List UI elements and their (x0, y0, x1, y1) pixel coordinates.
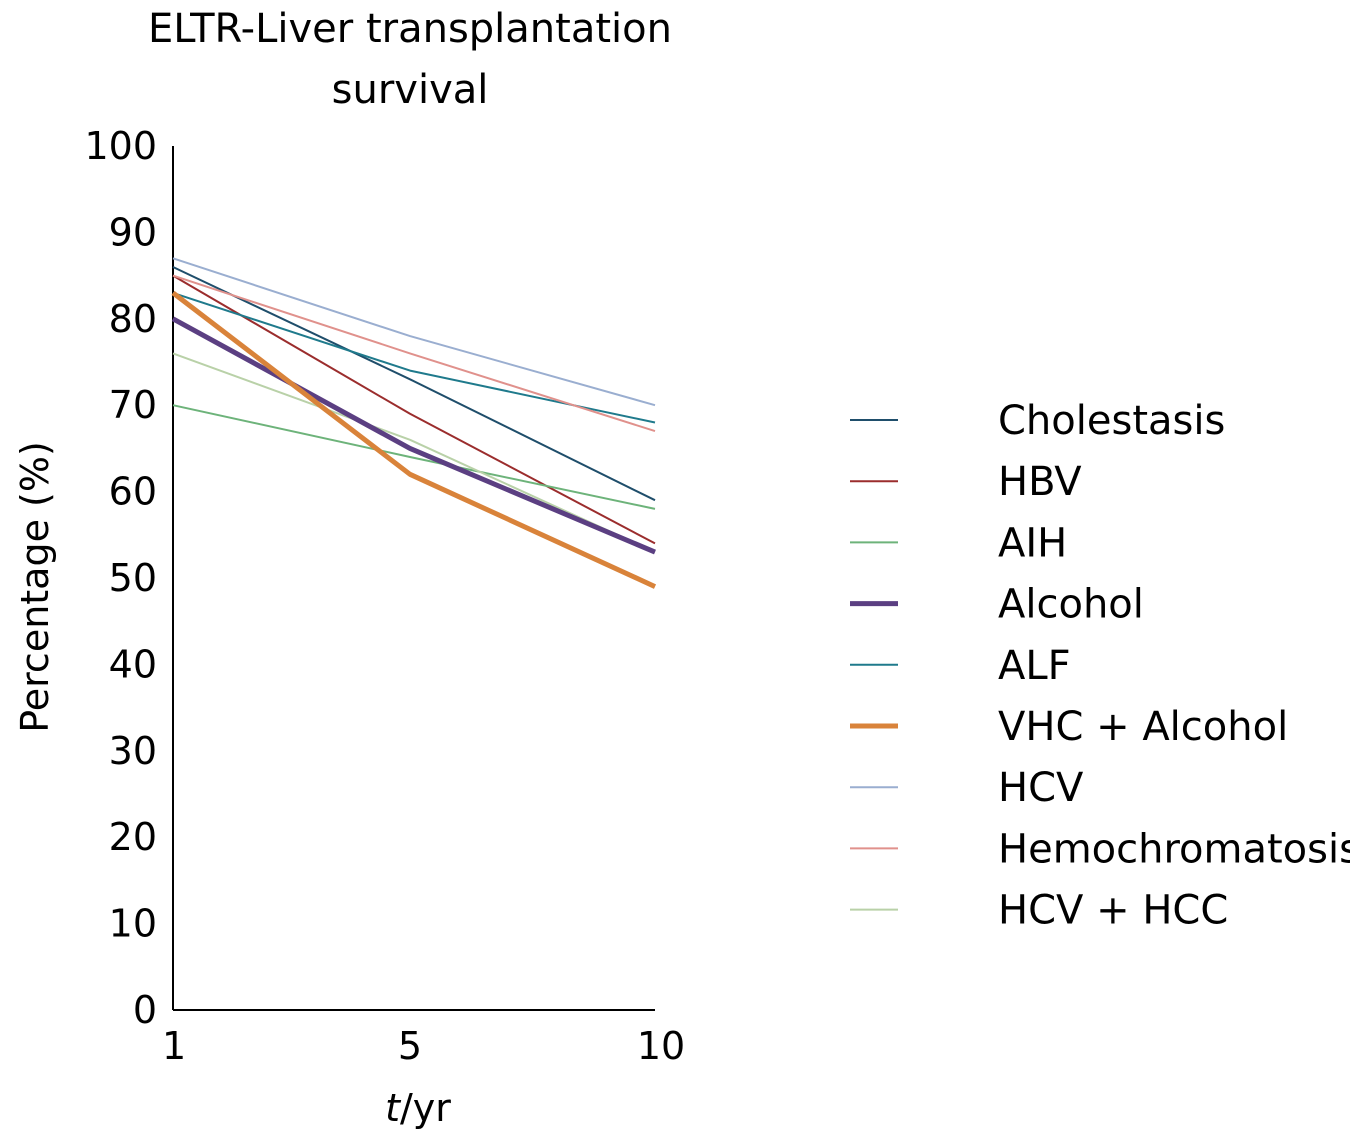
x-tick-labels: 1 5 10 (162, 1024, 685, 1068)
series-line-hemochromatosis (172, 274, 656, 433)
legend-label: Cholestasis (998, 398, 1225, 444)
chart-title-line-2: survival (332, 67, 489, 113)
y-tick-label: 70 (109, 383, 157, 427)
legend-label: VHC + Alcohol (998, 704, 1288, 750)
y-tick-label: 20 (109, 815, 157, 859)
x-tick-label: 1 (162, 1024, 186, 1068)
legend-label: HBV (998, 459, 1082, 505)
y-tick-label: 0 (133, 988, 157, 1032)
series-line-aih (172, 404, 656, 510)
y-tick-labels: 0 10 20 30 40 50 60 70 80 90 100 (84, 124, 157, 1032)
legend: Cholestasis HBV AIH Alcohol ALF VHC + Alcohol… (850, 398, 1350, 934)
legend-label: HCV (998, 765, 1084, 811)
chart-title-line-1: ELTR-Liver transplantation (148, 6, 672, 52)
series-line-hcv-hcc (172, 352, 656, 554)
legend-label: AIH (998, 520, 1067, 566)
y-tick-label: 60 (109, 470, 157, 514)
series-line-hbv (172, 274, 656, 545)
series-line-cholestasis (172, 266, 656, 502)
legend-label: ALF (998, 643, 1071, 689)
x-axis-label: t/yr (385, 1086, 451, 1130)
y-tick-label: 40 (109, 642, 157, 686)
legend-label: Alcohol (998, 582, 1144, 628)
y-tick-label: 90 (109, 210, 157, 254)
y-tick-label: 10 (109, 902, 157, 946)
x-axis-label-italic: t (385, 1086, 402, 1130)
legend-label: Hemochromatosis (998, 826, 1350, 872)
legend-label: HCV + HCC (998, 888, 1228, 934)
x-tick-label: 5 (398, 1024, 422, 1068)
y-tick-label: 100 (84, 124, 157, 168)
y-tick-label: 50 (109, 556, 157, 600)
y-axis-label: Percentage (%) (13, 441, 57, 733)
series-line-vhc-alcohol (171, 290, 657, 589)
x-tick-label: 10 (637, 1024, 685, 1068)
series-line-hcv (172, 257, 656, 407)
series-line-alcohol (171, 316, 656, 555)
x-axis-label-unit: /yr (400, 1086, 451, 1130)
series-lines (171, 257, 657, 589)
y-tick-label: 80 (109, 297, 157, 341)
y-tick-label: 30 (109, 729, 157, 773)
